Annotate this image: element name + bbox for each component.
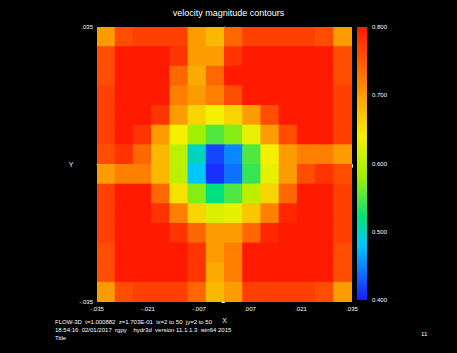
svg-text:0.400: 0.400 <box>372 297 388 303</box>
svg-text:velocity magnitude contours: velocity magnitude contours <box>173 8 285 18</box>
svg-text:-.007: -.007 <box>192 306 206 312</box>
svg-text:.035: .035 <box>346 306 358 312</box>
svg-text:0.700: 0.700 <box>372 92 388 98</box>
svg-text:Title: Title <box>55 335 67 341</box>
svg-text:11: 11 <box>421 331 428 337</box>
svg-text:0.600: 0.600 <box>372 161 388 167</box>
svg-text:.035: .035 <box>81 24 93 30</box>
svg-text:.007: .007 <box>244 306 256 312</box>
svg-text:0.800: 0.800 <box>372 24 388 30</box>
svg-text:X: X <box>222 317 227 324</box>
svg-text:.021: .021 <box>295 306 307 312</box>
svg-text:-.035: -.035 <box>90 306 104 312</box>
svg-text:Y: Y <box>69 161 74 168</box>
svg-text:FLOW-3D t=1.000882 z=1.703E-: FLOW-3D t=1.000882 z=1.703E-01 ix=2 to 5… <box>55 319 213 325</box>
svg-text:0.500: 0.500 <box>372 229 388 235</box>
svg-text:18:54:16 02/01/2017 rgpy: 18:54:16 02/01/2017 rgpy hydr3d version … <box>55 327 232 333</box>
svg-text:-.035: -.035 <box>79 299 93 305</box>
svg-text:-.021: -.021 <box>141 306 155 312</box>
